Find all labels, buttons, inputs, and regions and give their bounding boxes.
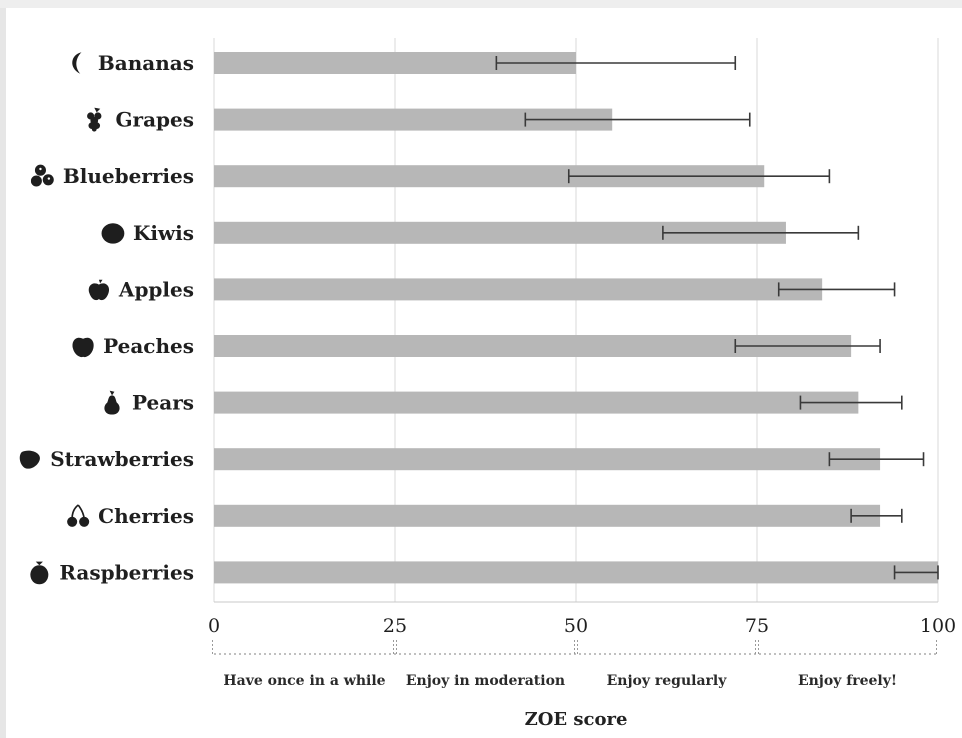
category-label-blueberries: Blueberries (63, 164, 194, 188)
bar-peaches (214, 335, 852, 357)
category-label-pears: Pears (132, 391, 194, 415)
category-labels: Bananas Grapes Blueberries Kiwis Apples Peach… (19, 51, 194, 585)
bar-apples (214, 278, 823, 301)
error-bar-peaches (734, 339, 881, 353)
error-bar-raspberries (893, 565, 939, 580)
error-bar-bananas (495, 56, 737, 70)
score-bands: Have once in a while Enjoy in moderation E… (212, 640, 938, 689)
bars-layer (214, 52, 939, 584)
error-bar-pears (799, 395, 903, 410)
category-label-grapes: Grapes (115, 108, 194, 132)
band-label-1: Have once in a while (223, 673, 385, 689)
band-label-2: Enjoy in moderation (406, 673, 565, 689)
error-bar-kiwis (662, 225, 860, 240)
x-tick-label-50: 50 (564, 615, 588, 637)
category-label-bananas: Bananas (98, 51, 194, 75)
x-tick-label-25: 25 (383, 615, 407, 637)
bar-kiwis (214, 221, 786, 244)
chart-svg: Bananas Grapes Blueberries Kiwis Apples Peach… (19, 38, 956, 730)
x-tick-label-100: 100 (920, 615, 956, 637)
error-bar-apples (777, 282, 896, 297)
error-bar-grapes (524, 112, 751, 127)
strawberry-icon (19, 450, 40, 469)
bar-pears (214, 391, 859, 414)
category-label-cherries: Cherries (98, 504, 194, 528)
category-label-strawberries: Strawberries (50, 447, 194, 471)
x-axis: 0 25 50 75 100 (208, 601, 956, 637)
apple-icon (88, 279, 110, 301)
banana-icon (72, 52, 82, 74)
peach-icon (72, 337, 94, 358)
band-label-3: Enjoy regularly (607, 673, 728, 689)
chart-frame: Bananas Grapes Blueberries Kiwis Apples Peach… (0, 8, 962, 738)
bar-bananas (214, 52, 576, 74)
error-bar-strawberries (828, 452, 925, 467)
band-label-4: Enjoy freely! (798, 673, 897, 689)
cherries-icon (66, 504, 91, 528)
raspberry-icon (30, 561, 49, 585)
category-label-kiwis: Kiwis (133, 221, 194, 245)
category-label-apples: Apples (118, 277, 194, 301)
bar-raspberries (214, 561, 938, 584)
error-bar-cherries (850, 508, 903, 523)
x-tick-label-75: 75 (745, 615, 769, 637)
pear-icon (104, 390, 120, 415)
category-label-peaches: Peaches (103, 334, 194, 358)
error-bar-blueberries (567, 169, 831, 184)
bar-grapes (214, 108, 613, 131)
x-tick-label-0: 0 (208, 615, 220, 637)
blueberries-icon (30, 164, 54, 187)
x-axis-title: ZOE score (525, 709, 628, 730)
bar-blueberries (214, 165, 765, 188)
grapes-icon (87, 107, 102, 132)
kiwi-icon (101, 223, 125, 244)
category-label-raspberries: Raspberries (59, 560, 194, 584)
bar-strawberries (214, 448, 881, 471)
bar-cherries (214, 504, 881, 527)
